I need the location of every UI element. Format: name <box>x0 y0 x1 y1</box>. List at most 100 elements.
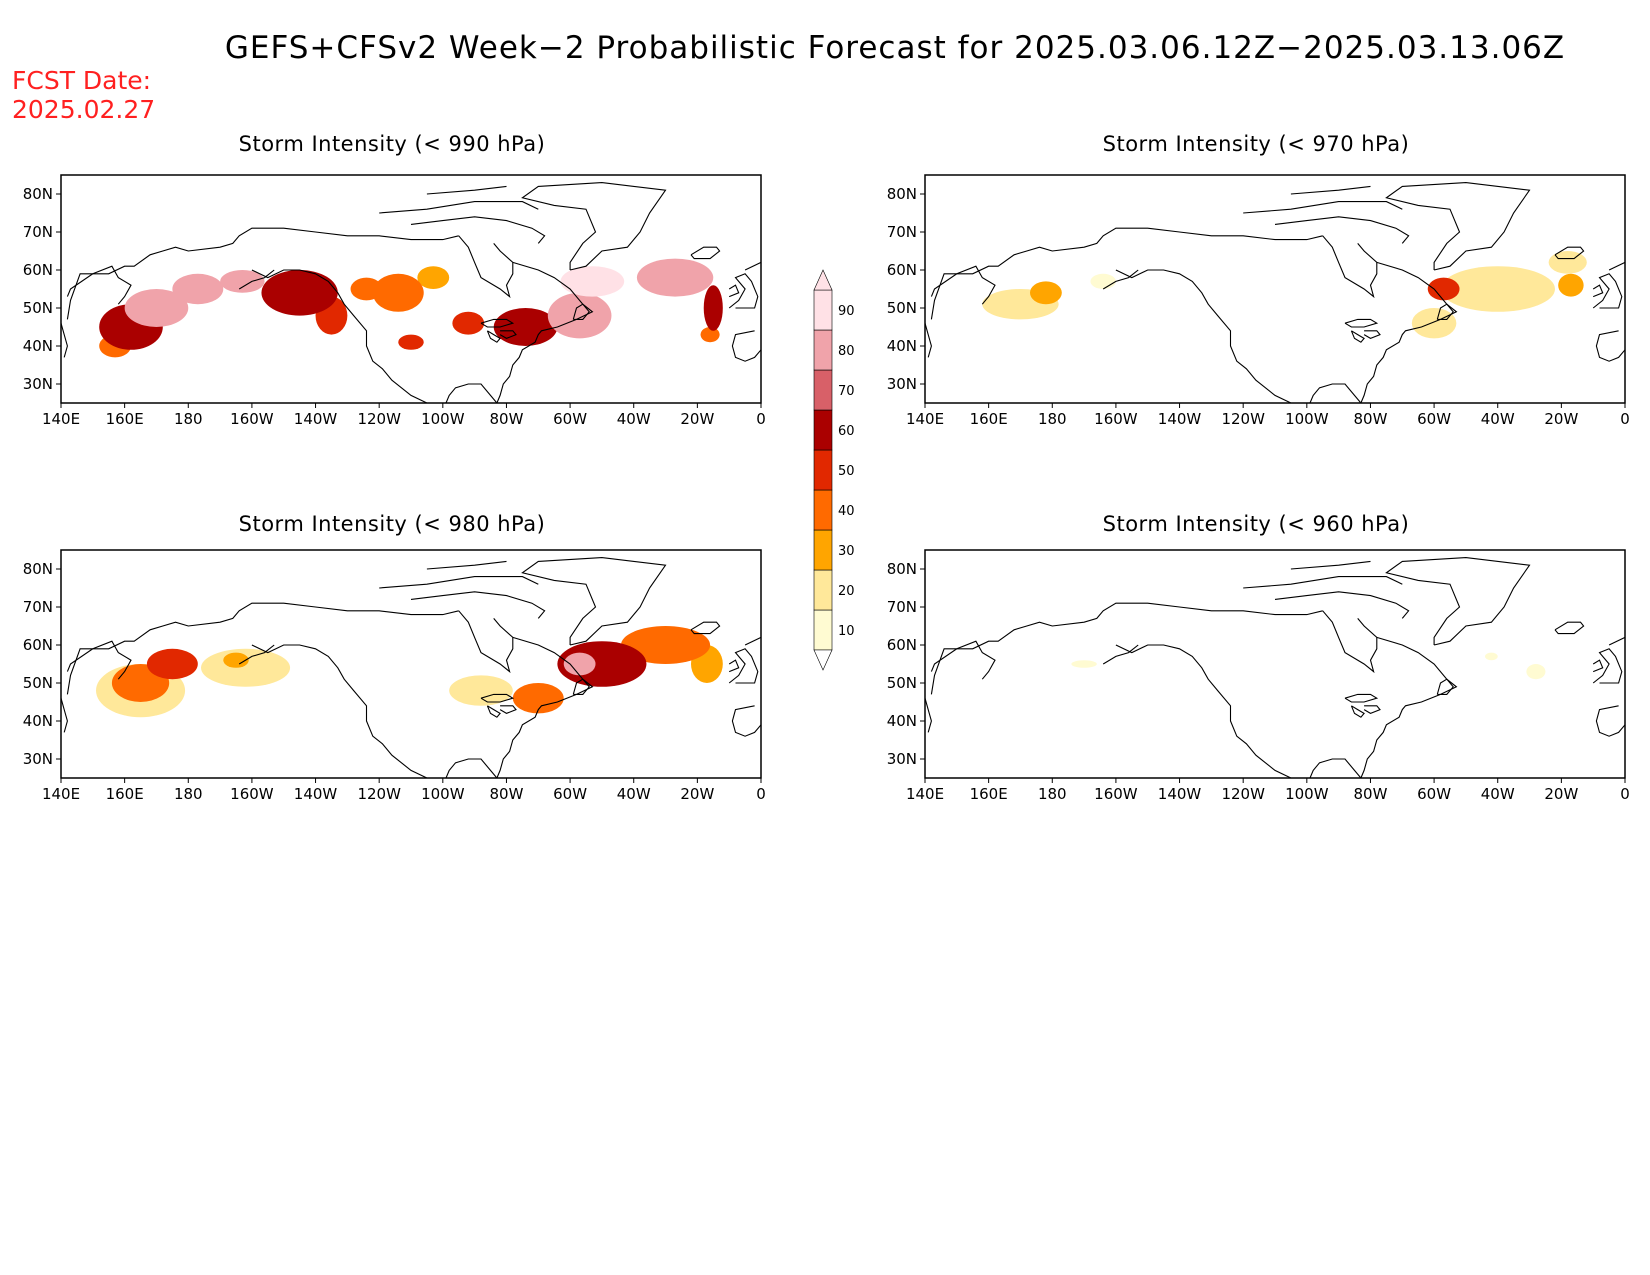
x-tick-label: 140E <box>42 410 80 428</box>
coastline <box>930 227 1323 320</box>
probability-field <box>1071 652 1546 680</box>
colorbar-label: 60 <box>838 424 855 439</box>
coastline <box>251 644 428 778</box>
x-tick-label: 180 <box>1038 410 1067 428</box>
coastline <box>379 201 539 214</box>
coastline <box>731 330 761 362</box>
x-tick-label: 140E <box>906 785 944 803</box>
coastline <box>66 265 132 305</box>
coastline <box>930 602 1323 695</box>
coastline <box>1344 318 1379 328</box>
y-tick-label: 40N <box>887 712 917 730</box>
probability-blob <box>220 270 265 293</box>
y-tick-label: 50N <box>887 299 917 317</box>
y-tick-label: 70N <box>887 223 917 241</box>
probability-blob <box>547 292 612 339</box>
colorbar-segment <box>813 489 833 531</box>
coastline <box>728 284 740 298</box>
x-tick-label: 100W <box>421 785 465 803</box>
coastline <box>445 758 498 778</box>
coastline <box>1274 591 1410 619</box>
colorbar-segment <box>813 329 833 371</box>
coastline <box>1608 636 1625 646</box>
probability-field <box>96 626 723 718</box>
fcst-date-caption: FCST Date: <box>12 66 152 95</box>
y-tick-label: 60N <box>23 261 53 279</box>
probability-blob <box>223 652 249 668</box>
x-tick-label: 120W <box>357 410 401 428</box>
probability-blob <box>201 648 291 687</box>
colorbar-label: 20 <box>838 584 855 599</box>
x-tick-label: 160W <box>230 785 274 803</box>
coastline <box>572 303 590 320</box>
panel-title-970: Storm Intensity (< 970 hPa) <box>1102 132 1410 156</box>
coastline <box>572 678 590 695</box>
coastline <box>1102 644 1139 665</box>
x-tick-label: 140E <box>42 785 80 803</box>
probability-blob <box>449 675 513 706</box>
probability-field <box>982 251 1587 339</box>
probability-blob <box>703 285 723 331</box>
coastline <box>1350 330 1365 343</box>
x-tick-label: 100W <box>421 410 465 428</box>
x-tick-label: 160E <box>970 785 1008 803</box>
coastline <box>496 636 594 778</box>
probability-blob <box>452 311 485 335</box>
coastline <box>379 576 539 589</box>
colorbar-label: 50 <box>838 464 855 479</box>
y-tick-label: 50N <box>887 674 917 692</box>
coastline <box>1592 659 1604 673</box>
coastline <box>1243 576 1403 589</box>
x-tick-label: 0 <box>756 785 766 803</box>
probability-blob <box>512 683 564 714</box>
x-tick-label: 20W <box>680 410 714 428</box>
x-tick-label: 20W <box>1544 785 1578 803</box>
colorbar-label: 90 <box>838 304 855 319</box>
coastline <box>1436 303 1454 320</box>
x-tick-label: 160E <box>106 785 144 803</box>
y-tick-label: 30N <box>887 375 917 393</box>
coastline <box>1309 758 1362 778</box>
x-tick-label: 160E <box>106 410 144 428</box>
coastline <box>480 693 515 703</box>
x-tick-label: 100W <box>1285 785 1329 803</box>
coastline <box>1554 246 1585 260</box>
x-tick-label: 160W <box>1094 785 1138 803</box>
map-panel-980: 80N 70N 60N 50N 40N 30N 140E 160E 180 160W 140W 120… <box>23 549 766 803</box>
colorbar-label: 80 <box>838 344 855 359</box>
x-tick-label: 180 <box>174 785 203 803</box>
y-tick-label: 60N <box>887 636 917 654</box>
x-tick-label: 60W <box>553 785 587 803</box>
coastline <box>486 705 501 718</box>
coastline <box>521 557 667 646</box>
forecast-date-label: FCST Date: 2025.02.27 <box>12 66 155 124</box>
coastlines <box>61 182 761 403</box>
colorbar-segment <box>813 569 833 611</box>
coastline <box>1243 201 1403 214</box>
y-tick-label: 40N <box>23 337 53 355</box>
probability-blob <box>1071 660 1097 668</box>
y-tick-label: 70N <box>23 598 53 616</box>
x-tick-label: 140W <box>1158 410 1202 428</box>
coastline <box>410 216 546 244</box>
coastline <box>1115 644 1292 778</box>
coastline <box>499 705 517 715</box>
coastlines <box>925 557 1625 778</box>
y-tick-label: 50N <box>23 674 53 692</box>
coastline <box>499 330 517 340</box>
coastline <box>1290 560 1371 570</box>
panel-title-960: Storm Intensity (< 960 hPa) <box>1102 512 1410 536</box>
y-tick-label: 80N <box>887 185 917 203</box>
x-tick-label: 160W <box>1094 410 1138 428</box>
probability-blob <box>172 273 224 305</box>
x-tick-label: 20W <box>1544 410 1578 428</box>
coastlines <box>61 557 761 778</box>
coastline <box>1595 705 1625 737</box>
coastline <box>480 318 515 328</box>
probability-blob <box>1526 664 1546 680</box>
y-tick-label: 60N <box>23 636 53 654</box>
colorbar-label: 40 <box>838 504 855 519</box>
probability-field <box>99 258 723 358</box>
coastline <box>1363 330 1381 340</box>
map-panel-960: 80N 70N 60N 50N 40N 30N 140E 160E 180 160W 140W 120… <box>887 549 1630 803</box>
